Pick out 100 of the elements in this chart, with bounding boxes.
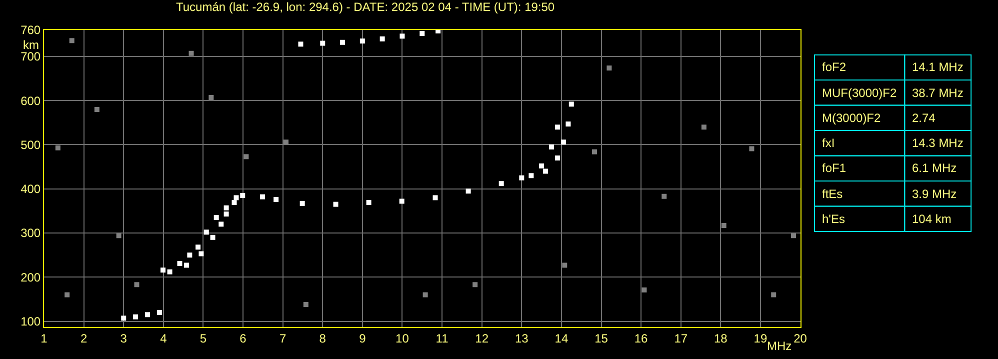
x-tick-label: 9 [359,331,366,346]
point [701,124,706,130]
point [562,262,568,268]
point [566,122,571,126]
x-tick-label: 16 [634,331,648,346]
point [606,65,612,70]
text: MUF(3000)F2 [822,86,898,100]
point [791,233,796,238]
point [298,42,304,47]
point [721,223,726,228]
point [156,310,162,315]
point [184,262,189,268]
point [188,50,194,56]
text: 14.1 MHz [912,60,964,74]
point [232,200,237,206]
point [642,287,647,292]
point [160,268,166,273]
x-tick-label: 17 [674,331,688,346]
point [554,155,560,160]
x-tick-label: 4 [160,331,168,346]
point [208,95,214,100]
text: h'Es [822,212,845,226]
point [360,38,365,44]
point [472,282,478,288]
point [519,175,524,180]
point [300,200,305,206]
x-tick-label: 3 [120,331,128,346]
point [214,215,219,220]
text: 38.7 MHz [912,86,964,100]
point [539,163,544,168]
point [196,244,201,250]
x-tick-label: 5 [200,331,207,346]
point [204,230,209,235]
point [549,144,554,150]
point [749,146,754,152]
x-tick-label: 15 [594,331,608,346]
y-axis-title: km [23,38,39,52]
point [366,200,372,206]
x-tick-label: 14 [554,331,568,346]
point [260,194,266,200]
text: 14.3 MHz [912,136,964,150]
point [498,181,504,186]
x-axis-title: MHz [767,339,792,353]
x-tick-label: 11 [436,331,449,346]
text: foF1 [822,161,846,175]
point [133,314,138,320]
x-tick-label: 6 [240,331,247,346]
point [400,34,405,39]
text: 2.74 [912,111,936,125]
x-tick-label: 1 [40,331,48,346]
point [134,282,140,288]
point [592,149,597,154]
point [116,233,122,238]
point [432,195,438,200]
y-tick-label: 300 [20,226,41,240]
y-tick-label: 500 [20,138,41,152]
point [234,195,239,200]
x-tick-label: 12 [475,331,489,346]
text: 6.1 MHz [912,161,957,175]
chart-title: Tucumán (lat: -26.9, lon: 294.6) - DATE: 2025 02 04 - TIME (UT): 19:50 [176,0,555,14]
text: foF2 [822,60,846,74]
y-tick-label: 100 [20,314,41,328]
point [210,234,216,240]
x-tick-label: 2 [80,331,88,346]
point [662,194,667,199]
point [224,212,229,217]
x-tick-label: 19 [754,331,768,346]
point [69,38,74,44]
point [554,124,560,130]
point [55,145,60,150]
text: M(3000)F2 [822,111,882,125]
point [94,106,100,112]
point [380,36,385,42]
text: fxI [822,136,835,150]
point [240,192,246,198]
y-tick-label: 400 [20,182,41,196]
y-tick-label: 700 [20,50,41,64]
point [274,196,279,202]
point [466,188,471,194]
point [399,198,404,204]
point [218,222,224,227]
point [224,205,229,210]
text: 104 km [912,212,952,226]
x-tick-label: 8 [319,331,326,346]
point [528,173,534,178]
point [198,251,204,256]
point [422,292,428,298]
point [543,168,548,174]
point [320,40,326,46]
x-tick-label: 18 [714,331,728,346]
point [340,40,346,45]
point [284,140,289,145]
text: ftEs [822,187,843,201]
x-tick-label: 20 [794,331,808,346]
point [568,102,574,107]
point [333,202,338,207]
x-tick-label: 10 [396,331,410,346]
point [144,312,150,318]
point [121,316,126,321]
point [420,31,425,36]
